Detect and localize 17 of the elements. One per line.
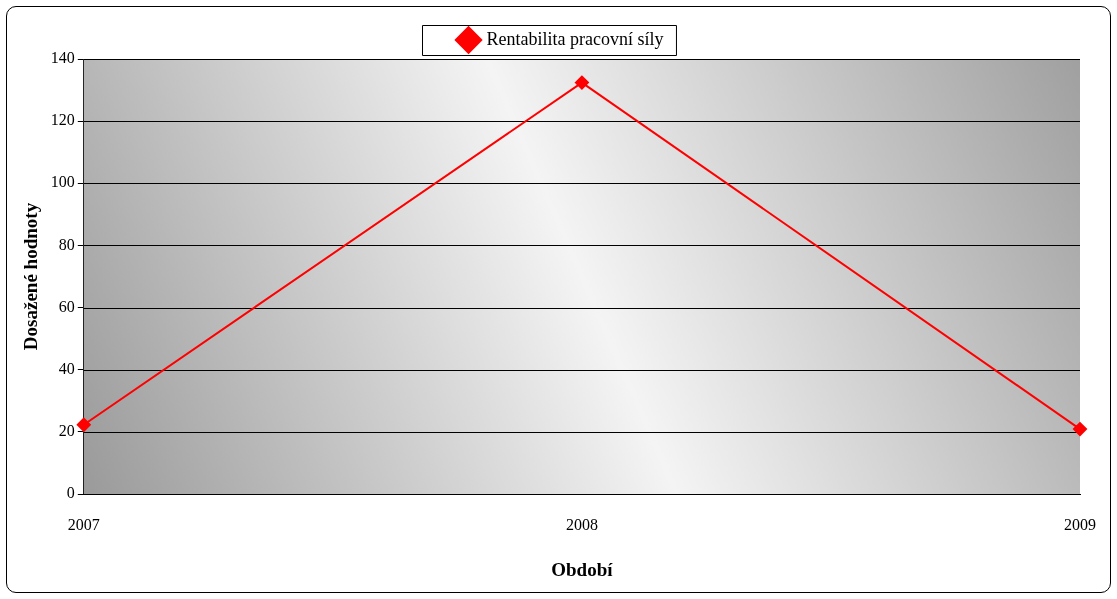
- y-tick-label: 0: [66, 484, 75, 502]
- y-tick-label: 120: [50, 111, 75, 129]
- y-tick-label: 140: [50, 49, 75, 67]
- point: [76, 417, 91, 432]
- y-tick-label: 100: [50, 173, 75, 191]
- legend-label: Rentabilita pracovní síly: [486, 28, 664, 49]
- point: [574, 75, 589, 90]
- y-axis-title: Dosažené hodnoty: [20, 202, 42, 351]
- point: [1073, 422, 1087, 437]
- x-axis-title: Období: [551, 558, 614, 580]
- y-tick-label: 40: [58, 359, 75, 377]
- x-tick-label: 2009: [1064, 515, 1096, 533]
- x-tick-label: 2008: [565, 515, 598, 533]
- y-tick-label: 60: [58, 297, 75, 315]
- y-tick-label: 20: [58, 422, 75, 440]
- x-tick-label: 2007: [67, 515, 100, 533]
- y-tick-label: 80: [58, 235, 75, 253]
